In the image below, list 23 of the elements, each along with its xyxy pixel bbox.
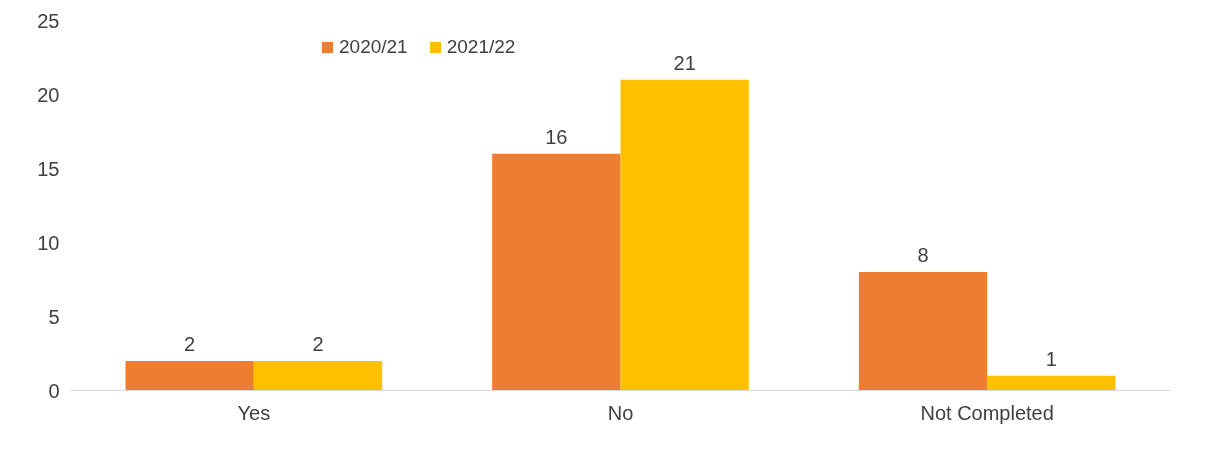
y-tick-label: 0 — [48, 379, 60, 402]
y-tick-label: 15 — [37, 157, 60, 180]
data-label: 16 — [545, 125, 568, 148]
y-tick-label: 25 — [37, 9, 60, 32]
x-tick-label: Yes — [237, 401, 271, 424]
legend-label: 2021/22 — [446, 36, 516, 58]
y-tick-label: 10 — [37, 231, 60, 254]
bar — [492, 153, 621, 391]
bar — [253, 360, 383, 391]
data-label: 8 — [917, 244, 929, 267]
bar — [858, 272, 988, 391]
data-label: 2 — [184, 332, 196, 355]
bar — [125, 360, 254, 391]
x-tick-label: No — [607, 401, 634, 424]
data-label: 21 — [673, 51, 696, 74]
data-label: 1 — [1045, 347, 1057, 370]
y-tick-label: 20 — [37, 83, 60, 106]
data-label: 2 — [312, 332, 324, 355]
bar — [987, 375, 1116, 391]
bar — [620, 79, 749, 391]
x-tick-label: Not Completed — [920, 401, 1054, 424]
legend-label: 2020/21 — [339, 36, 408, 58]
y-tick-label: 5 — [48, 305, 60, 328]
